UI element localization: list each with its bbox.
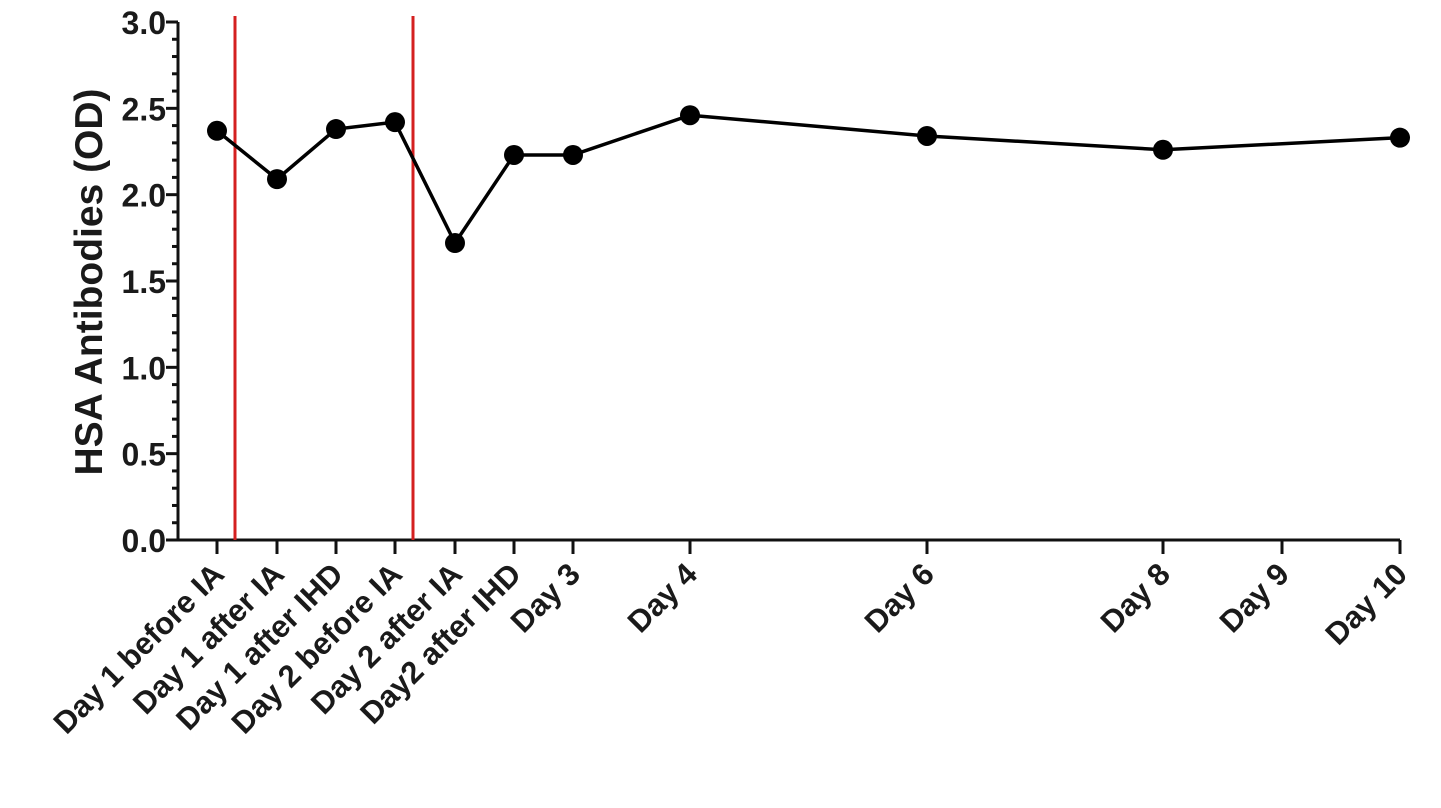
y-tick-label: 1.5: [122, 264, 166, 300]
data-point: [385, 112, 405, 133]
x-tick-label: Day 8: [1094, 556, 1177, 639]
reference-lines: [233, 16, 415, 540]
data-series: [207, 105, 1410, 254]
y-tick-label: 1.0: [122, 350, 166, 386]
data-point: [1153, 139, 1173, 160]
series-line: [215, 113, 1401, 245]
y-tick-label: 0.0: [122, 523, 166, 559]
data-point: [326, 119, 346, 140]
x-tick-label: Day 10: [1319, 556, 1414, 651]
data-point: [445, 233, 465, 254]
data-point: [504, 144, 524, 165]
data-point: [917, 125, 937, 146]
y-tick-label: 3.0: [122, 5, 166, 41]
y-tick-label: 0.5: [122, 437, 166, 473]
x-tick-label: Day 3: [504, 556, 587, 639]
y-tick-label: 2.0: [122, 178, 166, 214]
y-tick-label: 2.5: [122, 91, 166, 127]
y-axis-title: HSA Antibodies (OD): [68, 88, 111, 475]
data-point: [680, 105, 700, 126]
x-tick-label: Day 4: [621, 556, 705, 640]
x-tick-label: Day 6: [858, 556, 941, 639]
x-tick-label: Day 9: [1213, 556, 1296, 639]
data-point: [267, 169, 287, 190]
data-point: [207, 120, 227, 141]
data-point: [563, 144, 583, 165]
y-axis: 0.0 0.5 1.0 1.5 2.0 2.5 3.0: [122, 5, 180, 559]
data-point: [1390, 127, 1410, 148]
